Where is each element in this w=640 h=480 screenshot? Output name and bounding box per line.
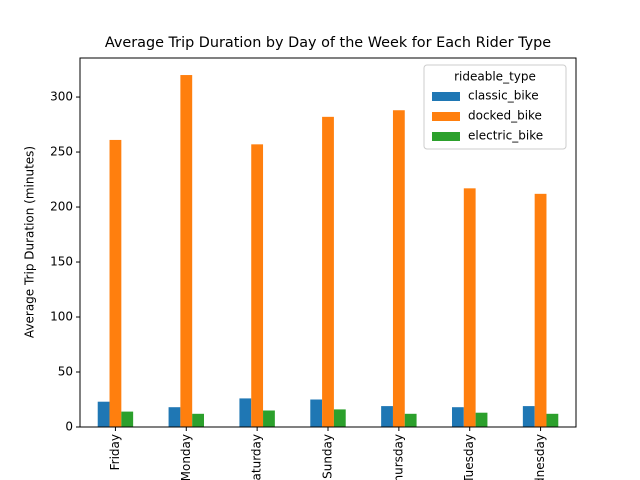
bar <box>333 409 346 427</box>
legend-title: rideable_type <box>454 70 536 84</box>
x-tick-label: Sunday <box>321 434 335 479</box>
bar <box>463 188 476 427</box>
y-tick-label: 50 <box>58 365 73 379</box>
legend-swatch <box>432 92 460 101</box>
bar <box>192 413 204 427</box>
bar <box>263 410 275 427</box>
y-tick-label: 300 <box>50 90 73 104</box>
x-tick-label: Tuesday <box>462 434 476 480</box>
legend-label: classic_bike <box>468 89 539 103</box>
bar <box>251 144 264 427</box>
bar <box>534 193 547 427</box>
y-tick-label: 250 <box>50 145 73 159</box>
bar <box>168 407 181 427</box>
bar <box>522 406 535 427</box>
legend-label: docked_bike <box>468 109 542 123</box>
x-tick-label: Friday <box>108 434 122 470</box>
bar <box>109 139 122 427</box>
x-tick-label: Wednesday <box>533 434 547 480</box>
y-tick-label: 200 <box>50 200 73 214</box>
bar <box>452 407 464 427</box>
x-tick-label: Saturday <box>250 434 264 480</box>
bar <box>546 413 559 427</box>
legend-swatch <box>432 112 460 121</box>
bar <box>381 406 393 427</box>
y-tick-label: 150 <box>50 255 73 269</box>
legend-swatch <box>432 132 460 141</box>
axes-frame <box>79 57 577 428</box>
legend-box <box>423 64 567 150</box>
y-tick-label: 100 <box>50 310 73 324</box>
bar <box>475 412 488 427</box>
bar <box>121 411 134 427</box>
bar <box>97 401 110 427</box>
bar <box>404 413 417 427</box>
x-tick-label: Monday <box>179 434 193 480</box>
bar <box>239 398 252 427</box>
chart-title: Average Trip Duration by Day of the Week… <box>105 35 551 51</box>
bar <box>180 75 193 427</box>
x-tick-label: Thursday <box>391 434 405 480</box>
y-tick-label: 0 <box>65 420 73 434</box>
bar <box>310 399 323 427</box>
bar <box>322 116 334 427</box>
bar <box>392 110 405 427</box>
y-axis-label: Average Trip Duration (minutes) <box>23 146 37 338</box>
legend-label: electric_bike <box>468 129 543 143</box>
